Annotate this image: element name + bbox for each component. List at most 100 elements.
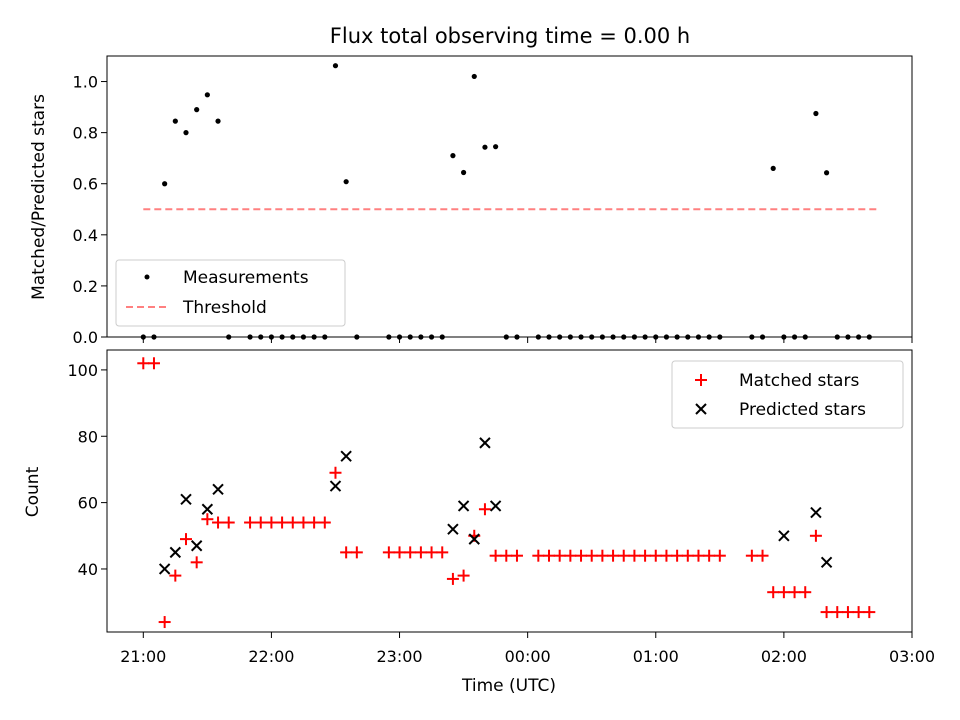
predicted-star-point bbox=[468, 533, 480, 545]
matched-star-point bbox=[222, 516, 235, 529]
measurement-point bbox=[172, 118, 178, 124]
top-legend: Measurements Threshold bbox=[115, 259, 346, 327]
measurement-point bbox=[813, 110, 819, 117]
x-tick-label: 03:00 bbox=[889, 647, 935, 666]
matched-star-point bbox=[820, 606, 833, 619]
matched-star-point bbox=[158, 616, 171, 629]
bottom-y-tick-label: 100 bbox=[67, 361, 98, 380]
predicted-star-marker-b bbox=[778, 530, 790, 542]
matched-star-point bbox=[350, 546, 363, 559]
matched-star-point bbox=[393, 546, 406, 559]
predicted-star-marker-b bbox=[820, 556, 833, 569]
top-panel: Flux total observing time = 0.00 h 0.00.… bbox=[29, 24, 913, 347]
matched-star-point bbox=[297, 516, 310, 529]
predicted-star-point bbox=[212, 483, 224, 496]
predicted-star-point bbox=[201, 503, 214, 515]
top-y-tick-label: 0.4 bbox=[73, 226, 98, 245]
matched-star-point bbox=[607, 549, 620, 562]
matched-star-point bbox=[276, 516, 289, 529]
matched-star-point bbox=[543, 549, 556, 562]
predicted-star-marker-b bbox=[329, 480, 342, 492]
top-y-ticks: 0.0 0.2 0.4 0.6 0.8 1.0 bbox=[73, 73, 107, 347]
predicted-star-marker-b bbox=[810, 506, 822, 519]
matched-star-point bbox=[671, 549, 684, 562]
top-y-tick-label: 0.0 bbox=[73, 328, 98, 347]
predicted-star-point bbox=[457, 500, 470, 512]
measurement-point bbox=[162, 181, 168, 187]
predicted-star-marker-b bbox=[212, 483, 224, 496]
predicted-star-point bbox=[820, 556, 833, 569]
matched-star-point bbox=[308, 516, 321, 529]
matched-star-point bbox=[147, 357, 160, 370]
predicted-star-point bbox=[329, 480, 342, 492]
predicted-star-point bbox=[479, 437, 491, 449]
matched-star-point bbox=[489, 549, 502, 562]
matched-star-point bbox=[649, 549, 662, 562]
predicted-star-marker-b bbox=[479, 437, 491, 449]
measurement-point bbox=[332, 63, 339, 69]
x-tick-label: 02:00 bbox=[761, 647, 807, 666]
matched-star-point bbox=[265, 516, 278, 529]
predicted-star-point bbox=[180, 493, 192, 506]
predicted-star-marker-b bbox=[169, 546, 182, 559]
matched-star-point bbox=[617, 549, 630, 562]
matched-star-point bbox=[318, 516, 331, 529]
measurement-point bbox=[204, 92, 210, 98]
top-y-tick-label: 0.8 bbox=[73, 124, 98, 143]
matched-star-point bbox=[767, 586, 780, 599]
predicted-star-marker-b bbox=[158, 563, 171, 575]
measurement-point bbox=[460, 169, 467, 176]
measurement-point bbox=[471, 73, 477, 80]
matched-star-point bbox=[414, 546, 427, 559]
bottom-x-ticks: 21:00 22:00 23:00 00:00 01:00 02:00 03:00 bbox=[120, 632, 935, 666]
predicted-star-marker-b bbox=[190, 540, 203, 552]
matched-star-point bbox=[212, 516, 225, 529]
bottom-plot-frame bbox=[106, 349, 913, 633]
matched-star-point bbox=[564, 549, 577, 562]
bottom-legend: Matched stars Predicted stars bbox=[671, 360, 904, 429]
matched-star-point bbox=[478, 503, 491, 516]
matched-star-point bbox=[510, 549, 523, 562]
measurement-point bbox=[770, 165, 776, 171]
matched-star-point bbox=[340, 546, 353, 559]
bottom-y-tick-label: 60 bbox=[78, 494, 98, 513]
legend-marker-measurements bbox=[144, 274, 150, 280]
predicted-star-point bbox=[778, 530, 790, 542]
bottom-y-tick-label: 40 bbox=[78, 560, 98, 579]
measurement-point bbox=[482, 144, 488, 150]
predicted-star-point bbox=[489, 500, 502, 512]
legend-marker-predicted-stars bbox=[695, 403, 707, 415]
top-y-tick-label: 0.6 bbox=[73, 175, 98, 194]
bottom-panel: 40 60 80 100 21:00 22:00 23:00 00:00 01:00 02:00… bbox=[23, 349, 935, 696]
matched-star-point bbox=[169, 569, 182, 582]
matched-star-point bbox=[745, 549, 758, 562]
matched-star-point bbox=[457, 569, 470, 582]
predicted-star-marker-b bbox=[447, 523, 459, 535]
chart-title: Flux total observing time = 0.00 h bbox=[330, 24, 690, 48]
matched-star-point bbox=[660, 549, 673, 562]
matched-star-point bbox=[585, 549, 598, 562]
matched-star-point bbox=[286, 516, 299, 529]
matched-star-point bbox=[425, 546, 438, 559]
matched-star-point bbox=[500, 549, 513, 562]
matched-star-point bbox=[137, 357, 150, 370]
matched-star-point bbox=[404, 546, 417, 559]
top-y-tick-label: 0.2 bbox=[73, 277, 98, 296]
matched-star-point bbox=[329, 466, 342, 479]
legend-label-matched-stars: Matched stars bbox=[739, 371, 859, 391]
predicted-star-marker-b bbox=[180, 493, 192, 506]
predicted-star-marker-b bbox=[457, 500, 470, 512]
x-tick-label: 22:00 bbox=[248, 647, 294, 666]
matched-star-point bbox=[382, 546, 395, 559]
matched-star-point bbox=[809, 529, 822, 542]
x-tick-label: 21:00 bbox=[120, 647, 166, 666]
predicted-star-point bbox=[447, 523, 459, 535]
bottom-plot-marks bbox=[137, 357, 876, 629]
top-plot-frame bbox=[106, 55, 913, 338]
matched-star-point bbox=[756, 549, 769, 562]
bottom-y-ticks: 40 60 80 100 bbox=[67, 361, 107, 579]
matched-star-point bbox=[190, 556, 203, 569]
x-axis-label: Time (UTC) bbox=[461, 676, 556, 696]
top-y-tick-label: 1.0 bbox=[73, 73, 98, 92]
